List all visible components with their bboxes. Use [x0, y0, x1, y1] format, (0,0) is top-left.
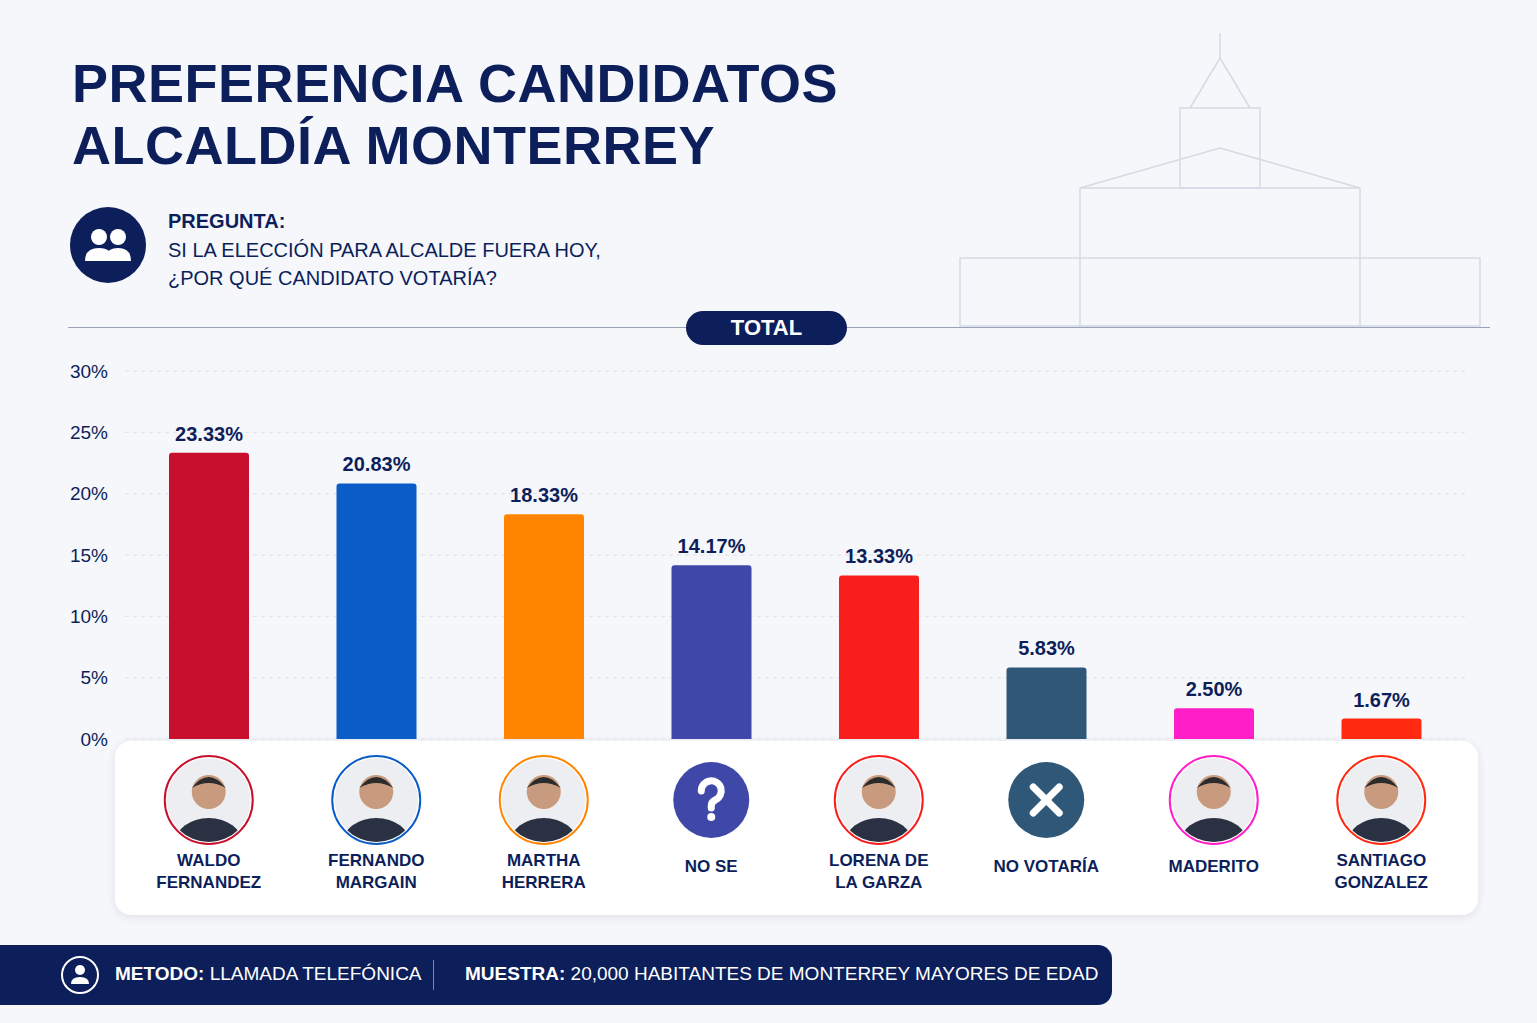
html-text:METODO: LLAMADA TELEFÓNICA: METODO: LLAMADA TELEFÓNICA	[115, 963, 422, 984]
svg-text:0%: 0%	[81, 729, 109, 750]
svg-text:NO VOTARÍA: NO VOTARÍA	[994, 857, 1099, 876]
svg-text:MARTHA: MARTHA	[507, 851, 581, 870]
svg-text:10%: 10%	[70, 606, 108, 627]
svg-text:MARGAIN: MARGAIN	[336, 873, 417, 892]
svg-text:FERNANDEZ: FERNANDEZ	[156, 873, 261, 892]
html-text:MUESTRA: 20,000 HABITANTES DE: MUESTRA: 20,000 HABITANTES DE MONTERREY …	[465, 963, 1099, 984]
svg-text:13.33%: 13.33%	[845, 545, 913, 567]
svg-text:5%: 5%	[81, 667, 109, 688]
svg-text:GONZALEZ: GONZALEZ	[1335, 873, 1429, 892]
svg-text:1.67%: 1.67%	[1353, 689, 1410, 711]
svg-text:2.50%: 2.50%	[1186, 678, 1243, 700]
svg-text:5.83%: 5.83%	[1018, 637, 1075, 659]
html-text:TOTAL: TOTAL	[730, 315, 803, 340]
svg-text:LA GARZA: LA GARZA	[835, 873, 922, 892]
svg-text:LORENA DE: LORENA DE	[829, 851, 929, 870]
html-text:PREFERENCIA CANDIDATOS ALCALDÍ: PREFERENCIA CANDIDATOS ALCALDÍA MONTERRE…	[72, 53, 839, 175]
svg-text:18.33%: 18.33%	[510, 484, 578, 506]
svg-text:23.33%: 23.33%	[175, 423, 243, 445]
svg-text:FERNANDO: FERNANDO	[328, 851, 424, 870]
svg-text:20.83%: 20.83%	[343, 453, 411, 475]
svg-text:15%: 15%	[70, 545, 108, 566]
svg-text:MADERITO: MADERITO	[1169, 857, 1259, 876]
svg-text:SANTIAGO: SANTIAGO	[1336, 851, 1426, 870]
svg-text:HERRERA: HERRERA	[502, 873, 586, 892]
html-text:PREGUNTA:: PREGUNTA:	[168, 210, 286, 232]
svg-text:30%: 30%	[70, 361, 108, 382]
svg-text:14.17%: 14.17%	[678, 535, 746, 557]
html-text:SI LA ELECCIÓN PARA ALCALDE FU: SI LA ELECCIÓN PARA ALCALDE FUERA HOY, ¿…	[168, 239, 601, 289]
svg-text:NO SE: NO SE	[685, 857, 738, 876]
svg-text:25%: 25%	[70, 422, 108, 443]
svg-text:20%: 20%	[70, 483, 108, 504]
svg-text:WALDO: WALDO	[177, 851, 240, 870]
